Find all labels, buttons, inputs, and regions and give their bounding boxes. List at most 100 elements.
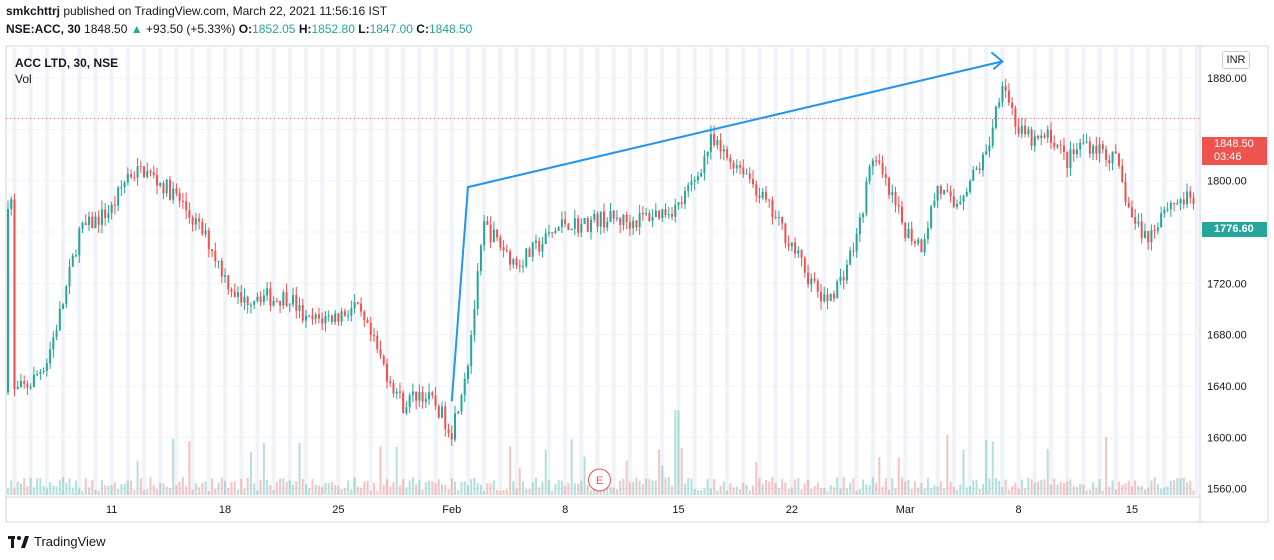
volume-bar [1043,479,1046,495]
candle-body [317,314,320,319]
candle [907,222,910,239]
candle-body [969,180,972,192]
candle-body [185,201,188,211]
volume-bars [7,410,1195,495]
candle-body [943,189,946,195]
currency-button[interactable]: INR [1222,51,1250,69]
candle-body [13,199,16,390]
volume-bar [454,481,456,495]
candle-body [739,165,742,168]
candle [683,186,686,210]
series-title[interactable]: ACC LTD, 30, NSE [15,56,119,70]
volume-bar [625,460,628,495]
candle-body [285,292,288,306]
volume-label[interactable]: Vol [15,72,32,86]
candle-body [1088,141,1091,154]
candle [842,270,845,290]
candle [58,300,61,332]
candle-body [800,250,803,258]
candle [904,222,907,242]
tradingview-logo[interactable]: TradingView [8,534,106,549]
candle-body [1033,136,1036,146]
candle-body [884,174,887,178]
volume-bar [878,457,881,495]
candle [580,218,583,238]
volume-bar [91,480,94,495]
candle-body [243,296,246,303]
volume-bar [1118,481,1121,495]
candle [619,217,622,234]
volume-bar [285,482,288,495]
volume-bar [139,478,142,495]
volume-bar [965,487,968,495]
volume-bar [45,487,48,495]
candle-body [735,165,738,169]
candle [534,234,537,250]
volume-bar [84,478,87,495]
candle-body [363,311,366,320]
volume-bar [1004,479,1007,495]
candle [483,214,486,251]
volume-bar [865,484,868,495]
candle [784,222,787,249]
volume-bar [884,478,887,495]
candle [1186,183,1189,209]
candle [100,200,103,234]
candle-body [1140,221,1143,238]
volume-bar [946,434,949,495]
volume-bar [745,484,748,495]
volume-bar [956,489,959,495]
volume-bar [547,480,550,495]
candle-body [104,209,107,219]
volume-bar [713,479,716,495]
author-name[interactable]: smkchttrj [6,4,61,18]
low-label: L: [358,22,370,36]
candle [528,246,531,258]
candle-body [946,189,949,192]
volume-bar [269,484,272,495]
volume-bar [1182,477,1185,495]
volume-bar [450,478,453,495]
candle [1075,142,1078,159]
volume-bar [719,485,722,495]
candle [1062,137,1065,161]
candle-body [1105,149,1108,161]
volume-bar [1069,479,1072,495]
volume-bar [146,489,149,495]
volume-bar [178,481,181,495]
volume-bar [1173,480,1176,495]
candle [560,211,563,234]
candle-body [68,266,71,287]
candle-body [123,182,126,188]
candle [385,358,388,389]
candle [586,216,589,233]
volume-bar [75,480,78,495]
volume-bar [489,483,492,495]
volume-bar [615,489,618,495]
candle [849,246,852,266]
candle-body [534,240,537,243]
candle-body [1030,129,1033,146]
candle [875,155,878,167]
candle [7,200,9,395]
volume-bar [321,486,324,495]
volume-bar [1153,477,1156,495]
candle [599,211,602,235]
volume-bar [969,486,972,495]
candle-body [635,220,638,228]
volume-bar [181,477,184,495]
candle-body [146,171,149,177]
candle [120,180,123,197]
candle [398,382,401,399]
candle-body [275,300,278,302]
candle-body [136,166,139,178]
candle-body [1085,141,1088,143]
high-label: H: [298,22,312,36]
candle [1114,144,1117,154]
candle [1153,225,1156,239]
volume-bar [130,480,133,495]
volume-bar [836,477,839,495]
earnings-label: E [596,475,603,487]
candle [1085,133,1088,144]
